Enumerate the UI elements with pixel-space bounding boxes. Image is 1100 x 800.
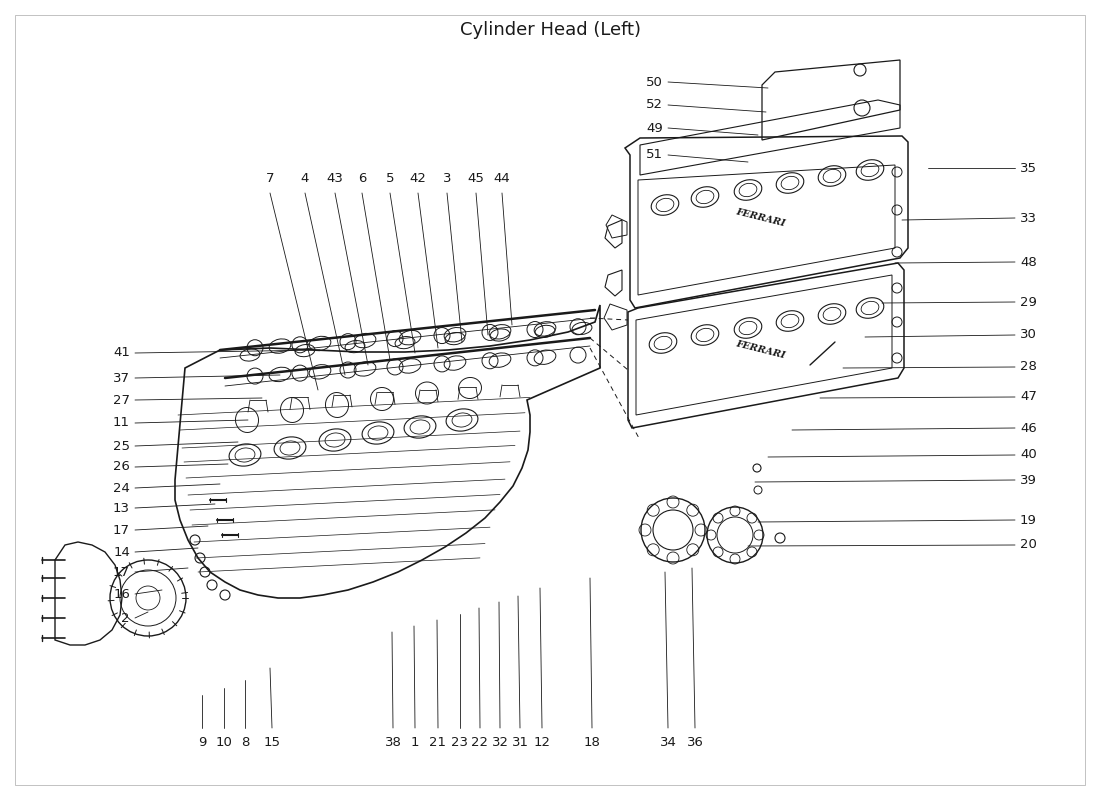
Text: 35: 35 — [1020, 162, 1037, 174]
Text: 37: 37 — [113, 371, 130, 385]
Text: 10: 10 — [216, 736, 232, 749]
Text: 31: 31 — [512, 736, 528, 749]
Text: 15: 15 — [264, 736, 280, 749]
Text: 45: 45 — [468, 172, 484, 185]
Text: 6: 6 — [358, 172, 366, 185]
Text: 29: 29 — [1020, 295, 1037, 309]
Text: 18: 18 — [584, 736, 601, 749]
Text: 22: 22 — [472, 736, 488, 749]
Text: 43: 43 — [327, 172, 343, 185]
Text: 34: 34 — [660, 736, 676, 749]
Text: 14: 14 — [113, 546, 130, 558]
Text: 27: 27 — [113, 394, 130, 406]
Text: 8: 8 — [241, 736, 250, 749]
Text: 52: 52 — [646, 98, 663, 111]
Text: 7: 7 — [266, 172, 274, 185]
Text: 5: 5 — [386, 172, 394, 185]
Text: 30: 30 — [1020, 329, 1037, 342]
Text: 50: 50 — [646, 75, 663, 89]
Text: 38: 38 — [385, 736, 402, 749]
Text: FERRARI: FERRARI — [735, 339, 785, 361]
Text: 20: 20 — [1020, 538, 1037, 551]
Text: FERRARI: FERRARI — [735, 207, 785, 229]
Text: 40: 40 — [1020, 449, 1036, 462]
Text: 26: 26 — [113, 461, 130, 474]
Text: 42: 42 — [409, 172, 427, 185]
Text: 48: 48 — [1020, 255, 1036, 269]
Text: 16: 16 — [113, 587, 130, 601]
Text: 47: 47 — [1020, 390, 1037, 403]
Text: 32: 32 — [492, 736, 508, 749]
Text: 2: 2 — [121, 611, 130, 625]
Text: 51: 51 — [646, 149, 663, 162]
Text: 12: 12 — [534, 736, 550, 749]
Text: 1: 1 — [410, 736, 419, 749]
Text: 21: 21 — [429, 736, 447, 749]
Text: 44: 44 — [494, 172, 510, 185]
Text: 33: 33 — [1020, 211, 1037, 225]
Text: 9: 9 — [198, 736, 206, 749]
Text: 36: 36 — [686, 736, 703, 749]
Text: 24: 24 — [113, 482, 130, 494]
Text: 17: 17 — [113, 523, 130, 537]
Text: 11: 11 — [113, 417, 130, 430]
Text: 23: 23 — [451, 736, 469, 749]
Text: 41: 41 — [113, 346, 130, 359]
Text: 19: 19 — [1020, 514, 1037, 526]
Text: 17: 17 — [113, 566, 130, 578]
Text: 46: 46 — [1020, 422, 1036, 434]
Text: Cylinder Head (Left): Cylinder Head (Left) — [460, 21, 640, 39]
Text: 49: 49 — [647, 122, 663, 134]
Text: 25: 25 — [113, 439, 130, 453]
Text: 13: 13 — [113, 502, 130, 514]
Text: 4: 4 — [300, 172, 309, 185]
Text: 28: 28 — [1020, 361, 1037, 374]
Text: 39: 39 — [1020, 474, 1037, 486]
Text: 3: 3 — [442, 172, 451, 185]
